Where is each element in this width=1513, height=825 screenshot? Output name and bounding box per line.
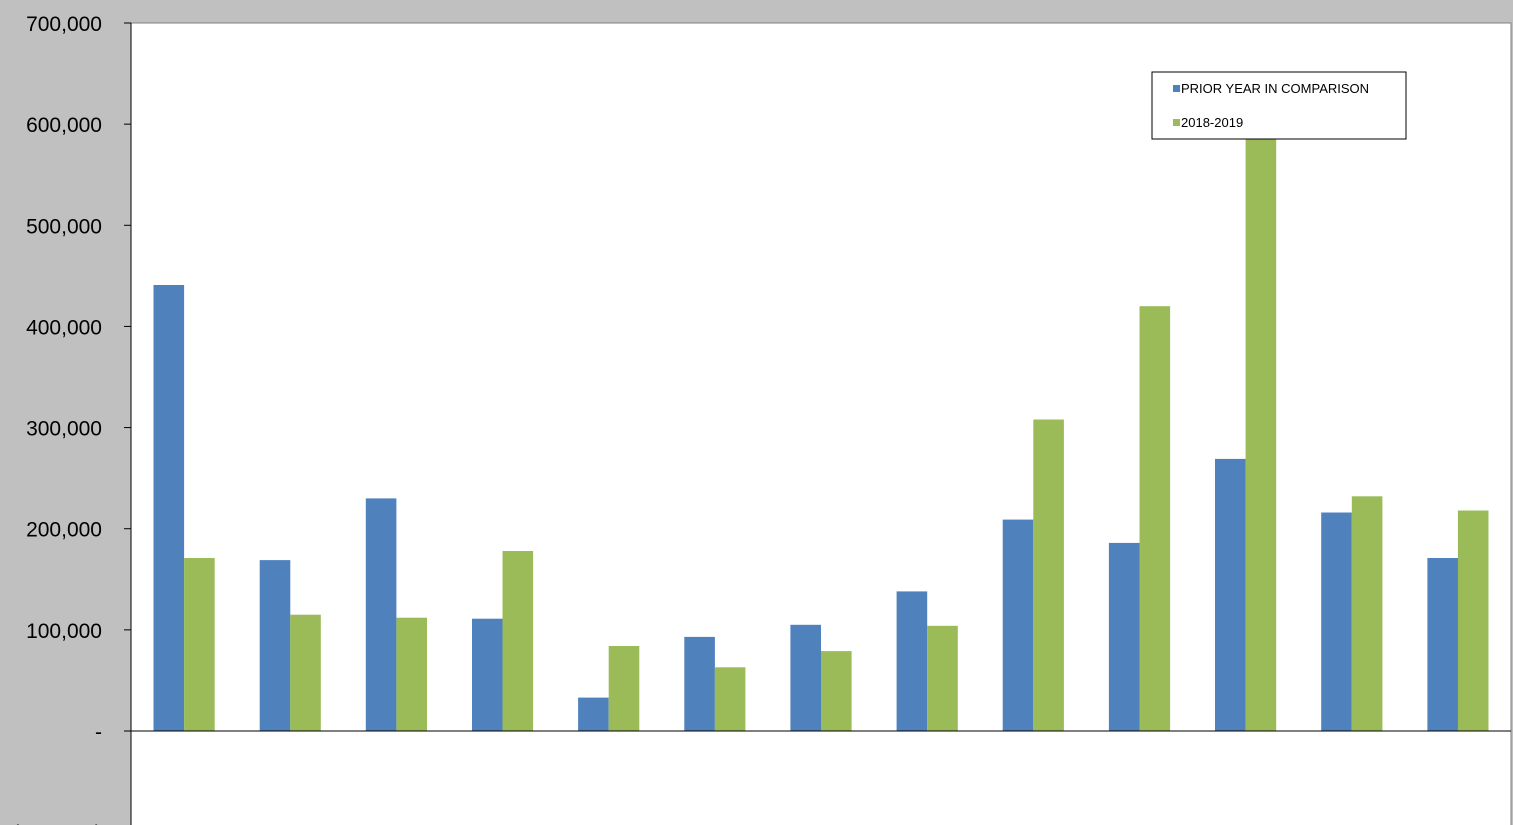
bar-series-0-cat-7 [896, 591, 928, 731]
bar-series-1-cat-2 [396, 617, 427, 731]
bar-series-1-cat-8 [1033, 419, 1064, 731]
y-tick-label: 100,000 [26, 620, 102, 643]
bar-series-0-cat-3 [472, 618, 503, 731]
bar-series-0-cat-9 [1108, 542, 1140, 731]
legend-label-1: 2018-2019 [1181, 115, 1243, 130]
bar-series-1-cat-1 [290, 614, 321, 731]
y-tick-label: 500,000 [26, 215, 102, 238]
bar-series-1-cat-4 [608, 646, 640, 731]
bar-series-0-cat-4 [578, 697, 609, 731]
legend-swatch-0 [1173, 85, 1180, 92]
legend: PRIOR YEAR IN COMPARISON 2018-2019 [1151, 71, 1407, 140]
legend-label-0: PRIOR YEAR IN COMPARISON [1181, 81, 1369, 96]
y-tick-label: 400,000 [26, 316, 102, 339]
bar-series-1-cat-11 [1351, 496, 1383, 731]
y-tick-label: - [95, 721, 102, 744]
bar-series-1-cat-12 [1457, 510, 1489, 731]
y-axis-ticks: (100,000) - 100,000 200,000 300,000 400,000 50… [12, 13, 131, 825]
bar-series-1-cat-7 [927, 625, 958, 731]
y-tick-label: 700,000 [26, 13, 102, 36]
y-tick-label: 200,000 [26, 519, 102, 542]
bar-series-0-cat-6 [790, 624, 821, 731]
bar-series-0-cat-0 [153, 285, 185, 731]
bar-series-0-cat-1 [259, 560, 291, 731]
bar-series-1-cat-6 [821, 651, 852, 731]
bar-series-0-cat-8 [1002, 519, 1034, 731]
bar-series-0-cat-2 [365, 498, 397, 731]
y-tick-label: 600,000 [26, 114, 102, 137]
legend-swatch-1 [1173, 119, 1180, 126]
bar-series-0-cat-12 [1427, 558, 1458, 731]
y-tick-label: 300,000 [26, 418, 102, 441]
bar-series-1-cat-9 [1139, 306, 1171, 731]
bars-group [153, 133, 1489, 731]
bar-series-0-cat-11 [1321, 512, 1352, 731]
bar-series-1-cat-5 [714, 667, 746, 731]
bar-series-1-cat-10 [1245, 133, 1277, 731]
bar-series-1-cat-0 [184, 558, 215, 731]
y-tick-label: (100,000) [12, 822, 102, 825]
bar-series-1-cat-3 [502, 551, 534, 731]
legend-box [1151, 71, 1407, 140]
bar-series-0-cat-5 [684, 636, 715, 731]
bar-series-0-cat-10 [1215, 458, 1246, 731]
